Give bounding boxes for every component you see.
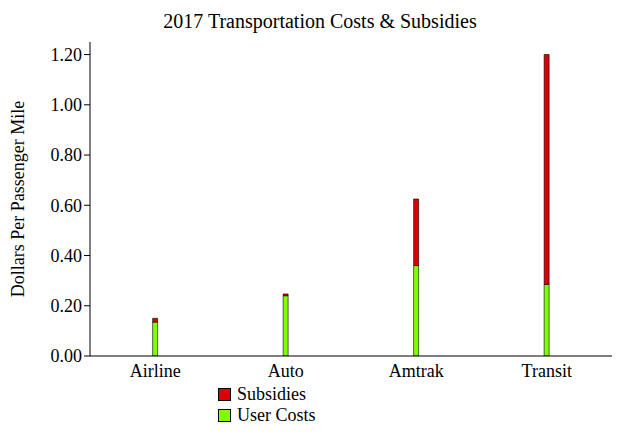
svg-text:0.80: 0.80 — [51, 145, 83, 165]
svg-text:Auto: Auto — [268, 361, 304, 381]
html-text:2017 Transportation Costs & Su: 2017 Transportation Costs & Subsidies — [163, 10, 477, 32]
svg-text:1.00: 1.00 — [51, 95, 83, 115]
html-text:User Costs: User Costs — [237, 405, 316, 425]
svg-text:0.20: 0.20 — [51, 296, 83, 316]
svg-text:Airline: Airline — [130, 361, 181, 381]
html-text:Subsidies: Subsidies — [237, 384, 306, 404]
svg-text:Dollars Per Passenger Mile: Dollars Per Passenger Mile — [8, 101, 28, 297]
svg-text:0.60: 0.60 — [51, 196, 83, 216]
svg-text:Transit: Transit — [522, 361, 572, 381]
svg-text:1.20: 1.20 — [51, 45, 83, 65]
svg-text:Amtrak: Amtrak — [389, 361, 444, 381]
svg-text:0.00: 0.00 — [51, 346, 83, 366]
svg-text:0.40: 0.40 — [51, 246, 83, 266]
